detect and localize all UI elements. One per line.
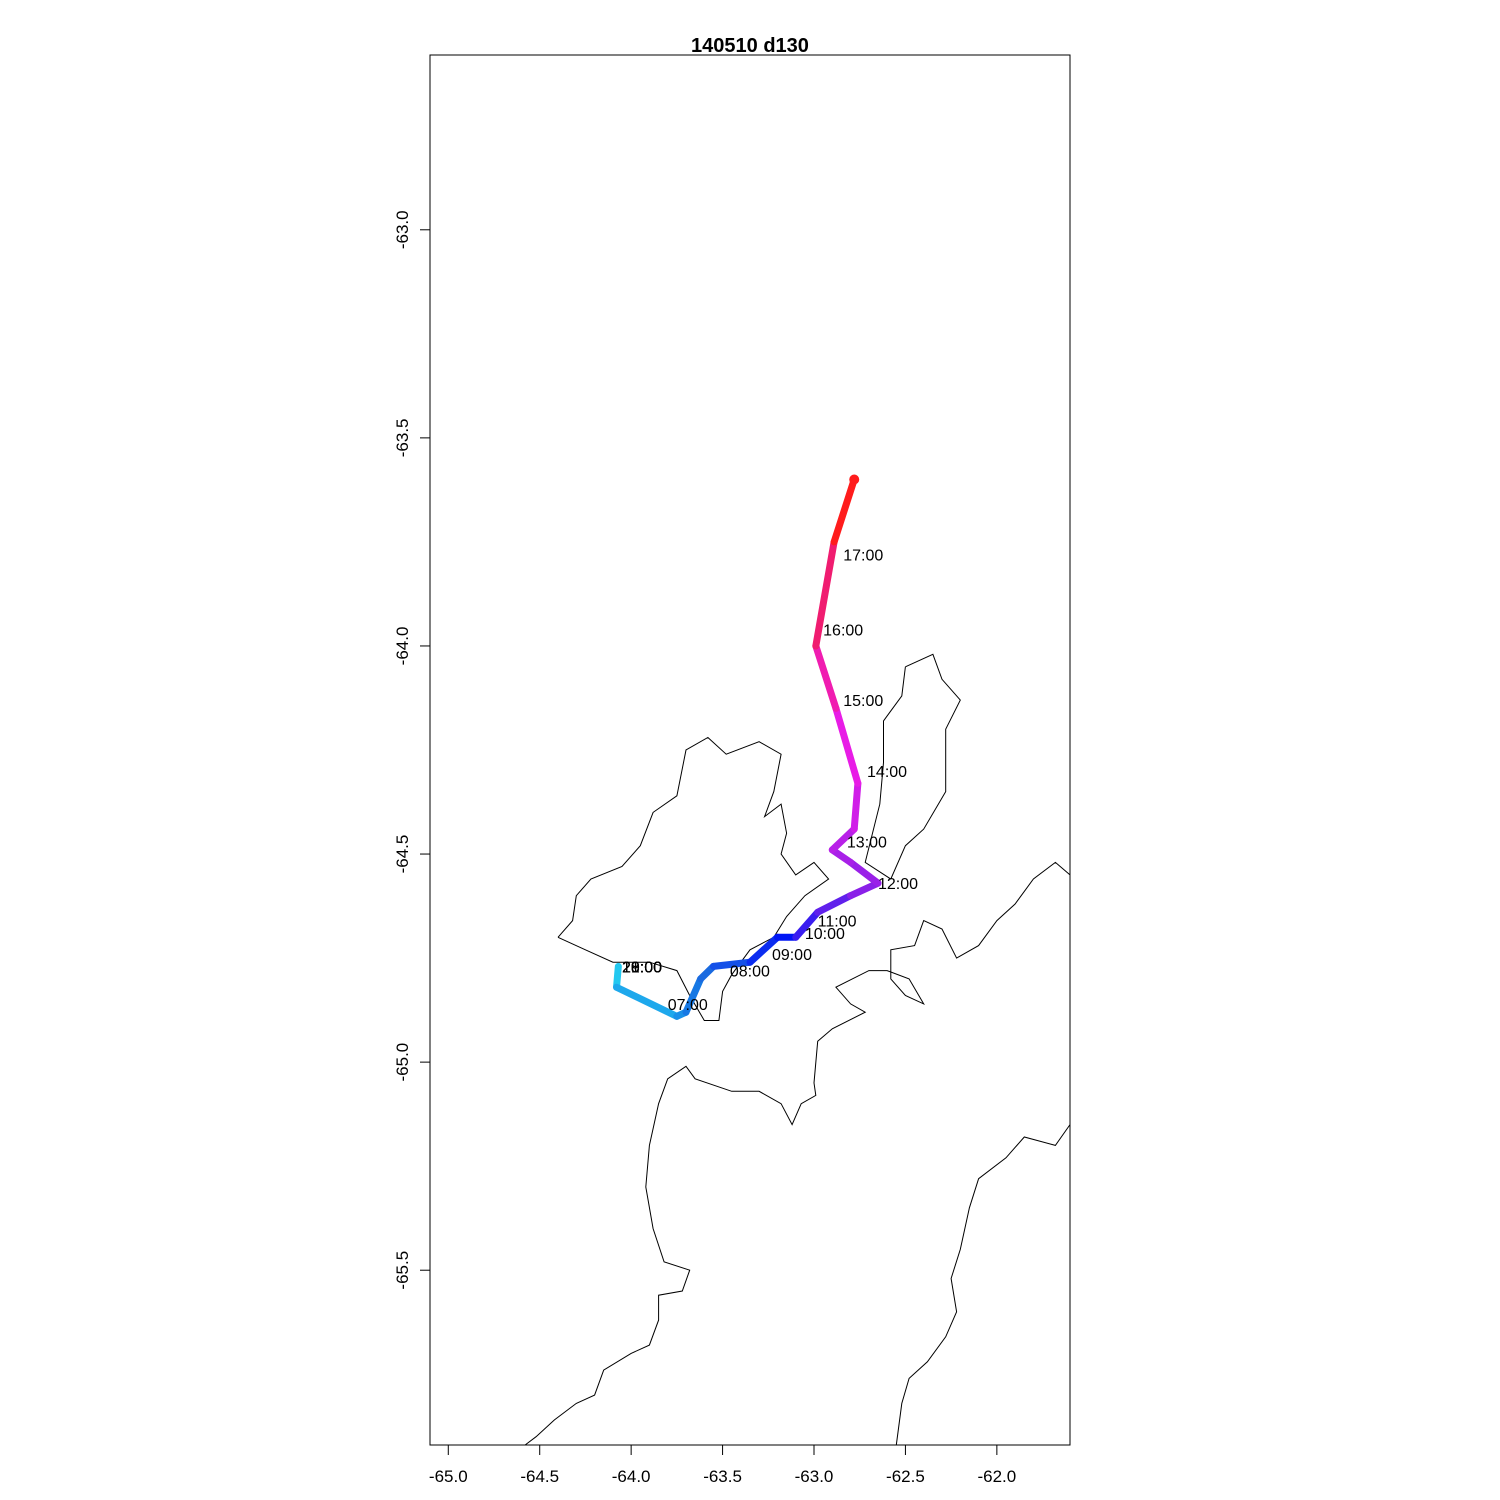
y-tick-label: -63.5 (393, 418, 412, 457)
track-segment (850, 779, 862, 833)
coastline (524, 861, 1071, 1446)
x-tick-label: -64.5 (520, 1467, 559, 1486)
time-label: 12:00 (878, 876, 918, 893)
x-tick-label: -62.0 (977, 1467, 1016, 1486)
y-axis: -63.0 -63.5 -64.0 -64.5 -65.0 -65.5 (393, 210, 431, 1290)
x-tick-label: -65.0 (429, 1467, 468, 1486)
time-label: 18:00 (622, 959, 662, 976)
time-label: 17:00 (843, 547, 883, 564)
x-tick-label: -64.0 (612, 1467, 651, 1486)
track-segment (746, 933, 781, 966)
time-label: 21:00 (622, 959, 662, 976)
plot-frame (429, 54, 1071, 1446)
track-segment (847, 879, 882, 900)
x-tick-label: -62.5 (886, 1467, 925, 1486)
time-label: 19:00 (622, 959, 662, 976)
track-segment (682, 975, 705, 1016)
coastline (864, 653, 961, 880)
track-layer (613, 474, 882, 1020)
track-segment (832, 704, 862, 787)
map-title: 140510 d130 (691, 35, 809, 57)
track-segment (814, 892, 855, 916)
x-tick-label: -63.5 (703, 1467, 742, 1486)
y-tick-label: -64.0 (393, 627, 412, 666)
x-axis: -65.0 -64.5 -64.0 -63.5 -63.0 -62.5 -62.0 (429, 1444, 1016, 1486)
track-end-point (849, 474, 860, 485)
track-segment (613, 983, 681, 1020)
coastline (557, 736, 830, 1021)
track-segment (792, 908, 822, 941)
y-tick-label: -65.0 (393, 1043, 412, 1082)
track-segment (828, 846, 855, 866)
time-label: 14:00 (867, 764, 907, 781)
time-label: 13:00 (847, 835, 887, 852)
time-label: 10:00 (805, 926, 845, 943)
track-segment (828, 825, 858, 854)
track-segment (830, 475, 858, 546)
time-label: 20:00 (622, 959, 662, 976)
x-tick-label: -63.0 (795, 1467, 834, 1486)
time-label: 11:00 (818, 914, 857, 931)
time-label: 09:00 (772, 947, 812, 964)
track-segment (709, 958, 754, 970)
y-tick-label: -65.5 (393, 1251, 412, 1290)
y-tick-label: -63.0 (393, 210, 412, 249)
time-label: 08:00 (730, 964, 770, 981)
track-segment (812, 538, 838, 650)
coastline (895, 1124, 1071, 1446)
time-label: 16:00 (823, 622, 863, 639)
y-tick-label: -64.5 (393, 835, 412, 874)
time-label: 15:00 (843, 693, 883, 710)
track-segment (812, 642, 840, 712)
time-label: 07:00 (668, 997, 708, 1014)
track-segment (847, 858, 882, 887)
coastline-layer (524, 653, 1071, 1446)
